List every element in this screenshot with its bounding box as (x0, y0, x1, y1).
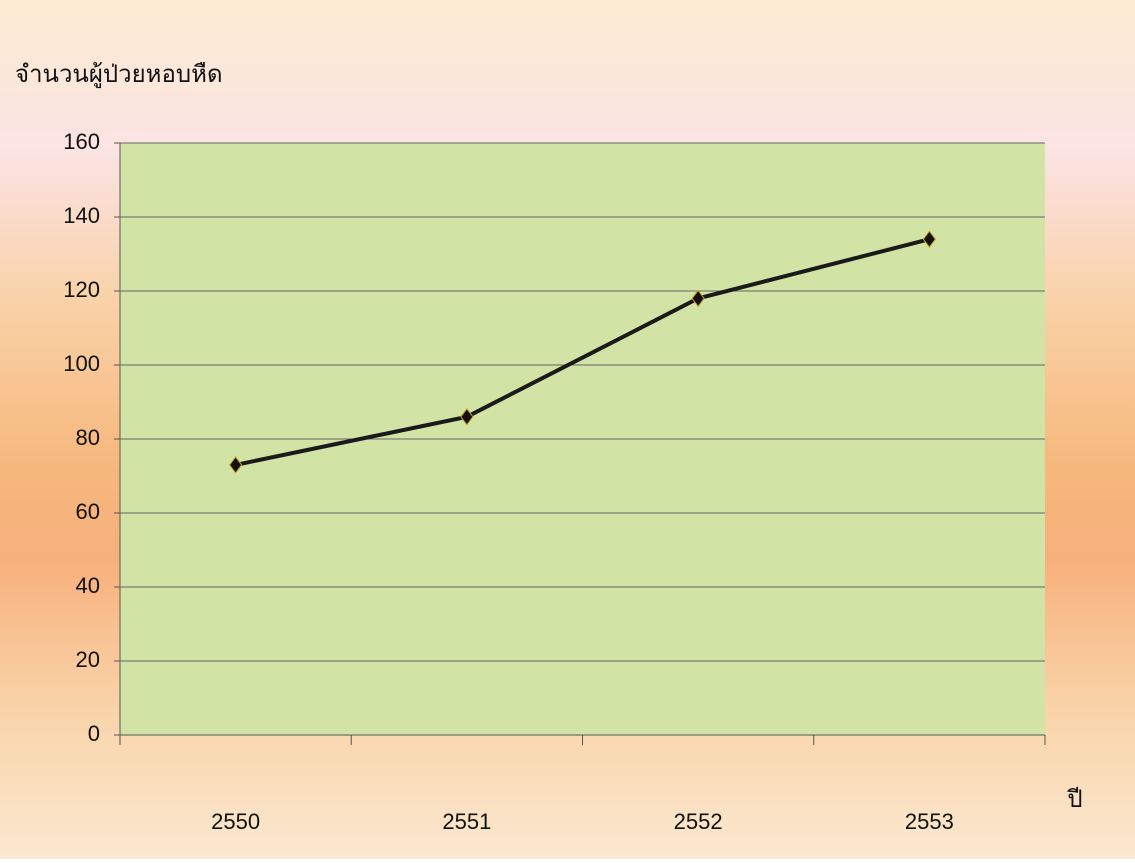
x-tick-label: 2551 (442, 809, 491, 834)
y-tick-label: 80 (76, 425, 100, 450)
y-axis-title: จำนวนผู้ป่วยหอบหืด (15, 60, 223, 89)
y-tick-label: 60 (76, 499, 100, 524)
x-axis-title: ปี (1066, 785, 1082, 813)
x-tick-label: 2553 (905, 809, 954, 834)
page: จำนวนผู้ป่วยหอบหืด ปี 0 20 40 60 80 100 120 140… (0, 0, 1135, 859)
chart: จำนวนผู้ป่วยหอบหืด ปี 0 20 40 60 80 100 120 140… (0, 0, 1135, 859)
y-tick-label: 160 (63, 129, 100, 154)
y-tick-label: 100 (63, 351, 100, 376)
x-tick-label: 2552 (674, 809, 723, 834)
y-tick-label: 0 (88, 721, 100, 746)
y-tick-label: 20 (76, 647, 100, 672)
y-tick-label: 120 (63, 277, 100, 302)
y-tick-label: 140 (63, 203, 100, 228)
x-tick-label: 2550 (211, 809, 260, 834)
y-tick-label: 40 (76, 573, 100, 598)
